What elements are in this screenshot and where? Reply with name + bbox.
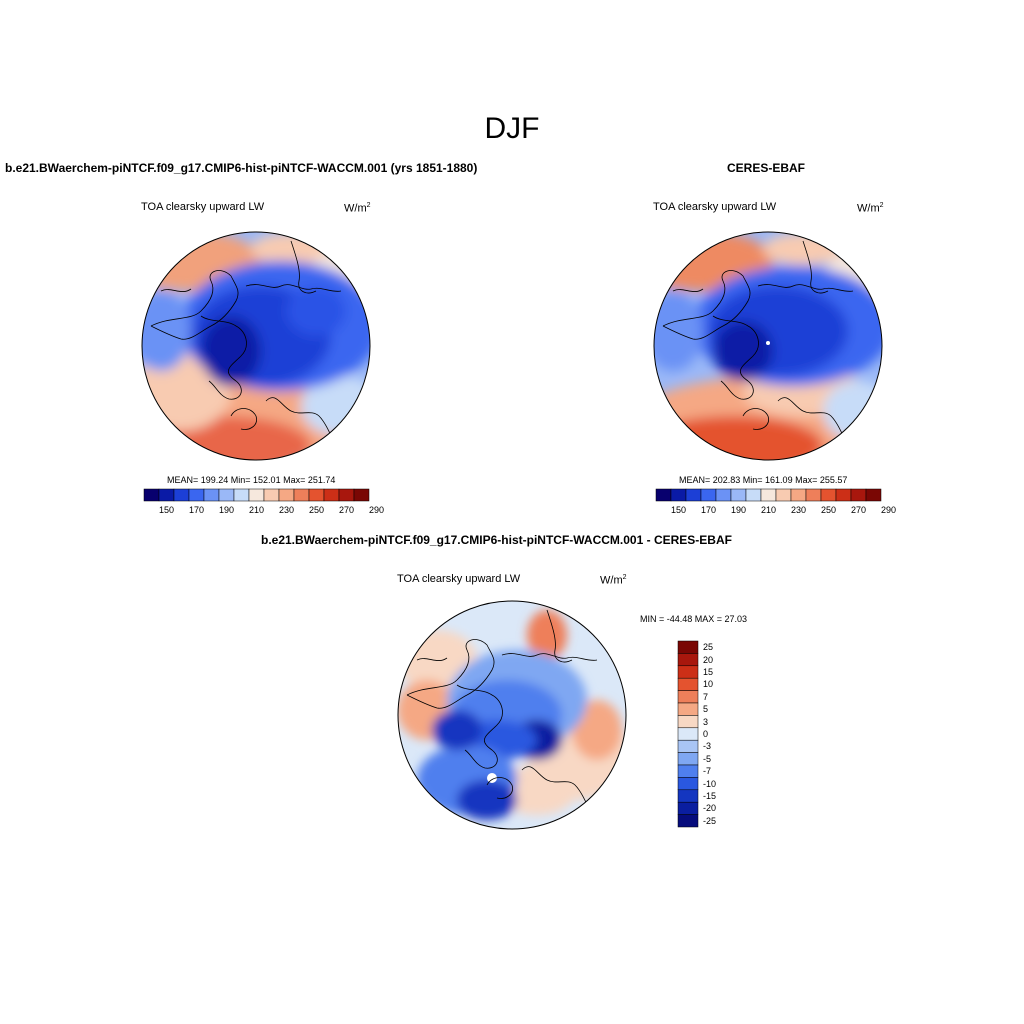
obs-colorbar-tick-label: 290 <box>880 505 897 515</box>
obs-colorbar-swatch <box>835 488 852 502</box>
obs-colorbar-tick-label: 230 <box>790 505 807 515</box>
obs-colorbar-tick-label: 250 <box>820 505 837 515</box>
obs-stats: MEAN= 202.83 Min= 161.09 Max= 255.57 <box>679 475 848 485</box>
diff-polar-map <box>397 600 627 830</box>
obs-colorbar-ticks: 150 170 190 210 230 250 270 290 <box>656 505 896 517</box>
diff-colorbar-ticks: 25 20 15 10 7 5 3 0 -3 -5 -7 -10 -15 -20 -25 <box>703 641 733 827</box>
diff-colorbar-swatch <box>677 777 699 791</box>
model-colorbar-tick-label: 170 <box>188 505 205 515</box>
obs-colorbar-swatch <box>775 488 792 502</box>
diff-panel-title: b.e21.BWaerchem-piNTCF.f09_g17.CMIP6-his… <box>261 533 732 547</box>
obs-colorbar-swatch <box>805 488 822 502</box>
diff-colorbar-tick-label: -25 <box>703 815 717 826</box>
diff-colorbar-tick-label: -20 <box>703 803 717 814</box>
diff-colorbar-swatch <box>677 702 699 716</box>
diff-colorbar-swatch <box>677 715 699 729</box>
diff-colorbar-swatch <box>677 665 699 679</box>
model-colorbar-tick-label: 230 <box>278 505 295 515</box>
model-colorbar-swatch <box>173 488 190 502</box>
diff-colorbar-swatch <box>677 789 699 803</box>
obs-colorbar-tick-label: 210 <box>760 505 777 515</box>
diff-colorbar-tick-label: 20 <box>703 654 714 665</box>
main-title: DJF <box>484 112 540 145</box>
obs-colorbar-swatch <box>670 488 687 502</box>
diff-colorbar-swatch <box>677 752 699 766</box>
model-colorbar-tick-label: 250 <box>308 505 325 515</box>
model-stats: MEAN= 199.24 Min= 152.01 Max= 251.74 <box>167 475 336 485</box>
obs-colorbar <box>655 488 882 502</box>
model-colorbar-ticks: 150 170 190 210 230 250 270 290 <box>144 505 384 517</box>
model-colorbar-swatch <box>248 488 265 502</box>
obs-colorbar-swatch <box>655 488 672 502</box>
diff-colorbar-tick-label: 15 <box>703 667 714 677</box>
model-units-label: W/m2 <box>344 202 371 215</box>
obs-colorbar-swatch <box>700 488 717 502</box>
obs-colorbar-swatch <box>715 488 732 502</box>
diff-units-label: W/m2 <box>600 574 627 587</box>
diff-colorbar-swatch <box>677 690 699 704</box>
obs-colorbar-swatch <box>730 488 747 502</box>
model-colorbar-swatch <box>323 488 340 502</box>
diff-colorbar-swatch <box>677 739 699 753</box>
model-colorbar-swatch <box>308 488 325 502</box>
obs-colorbar-swatch <box>790 488 807 502</box>
diff-colorbar-tick-label: 0 <box>703 729 709 739</box>
model-colorbar-swatch <box>218 488 235 502</box>
obs-panel-title: CERES-EBAF <box>727 161 806 175</box>
diff-colorbar-tick-label: 7 <box>703 691 709 702</box>
model-colorbar-tick-label: 190 <box>218 505 235 515</box>
obs-colorbar-swatch <box>820 488 837 502</box>
model-colorbar-swatch <box>293 488 310 502</box>
obs-units-label: W/m2 <box>857 202 884 215</box>
model-colorbar-swatch <box>278 488 295 502</box>
model-colorbar-tick-label: 150 <box>158 505 175 515</box>
model-colorbar-tick-label: 290 <box>368 505 385 515</box>
model-panel-title: b.e21.BWaerchem-piNTCF.f09_g17.CMIP6-his… <box>5 161 478 175</box>
obs-colorbar-swatch <box>760 488 777 502</box>
diff-colorbar-swatch <box>677 653 699 667</box>
diff-colorbar-tick-label: -5 <box>703 753 712 764</box>
diff-colorbar-swatch <box>677 764 699 778</box>
obs-colorbar-swatch <box>865 488 882 502</box>
model-colorbar-swatch <box>158 488 175 502</box>
obs-colorbar-tick-label: 270 <box>850 505 867 515</box>
obs-colorbar-swatch <box>745 488 762 502</box>
obs-colorbar-tick-label: 170 <box>700 505 717 515</box>
model-colorbar-swatch <box>188 488 205 502</box>
diff-colorbar-tick-label: 10 <box>703 679 714 690</box>
diff-colorbar-tick-label: -7 <box>703 766 712 777</box>
model-colorbar-swatch <box>338 488 355 502</box>
obs-polar-map <box>653 231 883 461</box>
diff-colorbar-tick-label: 5 <box>703 704 709 715</box>
diff-colorbar-swatch <box>677 640 699 654</box>
model-variable-label: TOA clearsky upward LW <box>141 201 265 213</box>
diff-stats: MIN = -44.48 MAX = 27.03 <box>640 614 748 624</box>
obs-colorbar-swatch <box>685 488 702 502</box>
diff-colorbar-swatch <box>677 814 699 828</box>
model-colorbar <box>143 488 370 502</box>
diff-colorbar-tick-label: 25 <box>703 642 714 653</box>
model-colorbar-swatch <box>143 488 160 502</box>
diff-colorbar-swatch <box>677 677 699 691</box>
model-colorbar-tick-label: 270 <box>338 505 355 515</box>
diff-colorbar-tick-label: -15 <box>703 791 717 801</box>
diff-colorbar-tick-label: 3 <box>703 716 709 727</box>
model-colorbar-tick-label: 210 <box>248 505 265 515</box>
model-polar-map <box>141 231 371 461</box>
obs-colorbar-tick-label: 190 <box>730 505 747 515</box>
diff-colorbar-swatch <box>677 727 699 741</box>
model-colorbar-swatch <box>203 488 220 502</box>
diff-colorbar-tick-label: -10 <box>703 778 717 789</box>
diff-variable-label: TOA clearsky upward LW <box>397 573 521 585</box>
diff-colorbar-tick-label: -3 <box>703 741 712 752</box>
model-colorbar-swatch <box>233 488 250 502</box>
obs-colorbar-tick-label: 150 <box>670 505 687 515</box>
model-colorbar-swatch <box>353 488 370 502</box>
model-colorbar-swatch <box>263 488 280 502</box>
obs-colorbar-swatch <box>850 488 867 502</box>
diff-colorbar <box>677 640 699 828</box>
diff-colorbar-swatch <box>677 801 699 815</box>
obs-variable-label: TOA clearsky upward LW <box>653 201 777 213</box>
